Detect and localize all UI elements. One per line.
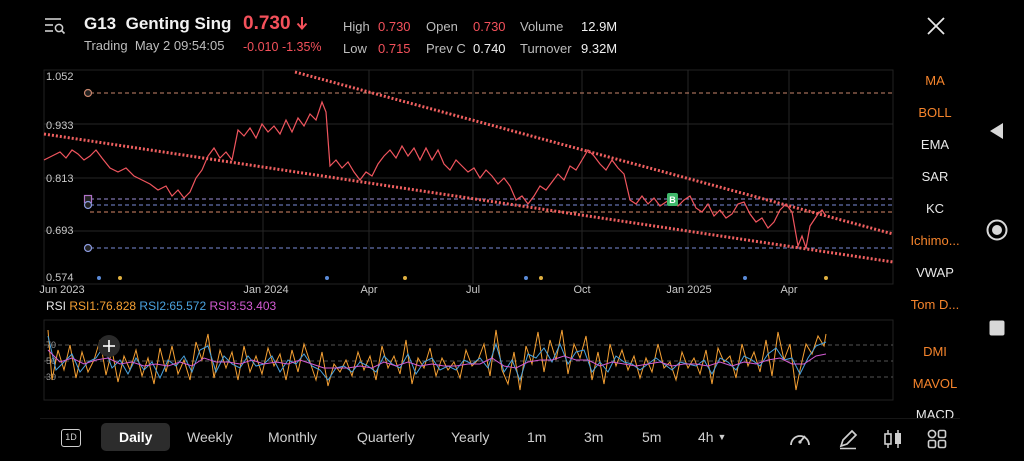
menu-search-icon[interactable] bbox=[44, 16, 66, 36]
x-tick-label: Jun 2023 bbox=[39, 284, 84, 296]
price-chart[interactable]: B 1.052 0.933 0.813 0.693 0.574 Jun 2023… bbox=[0, 62, 900, 402]
recents-nav-icon[interactable] bbox=[989, 320, 1005, 336]
upper-trendline[interactable] bbox=[294, 70, 894, 236]
rsi-title: RSI bbox=[46, 299, 67, 313]
alert-marker-2[interactable] bbox=[83, 200, 93, 210]
rsi-pane-frame bbox=[43, 319, 894, 401]
tab-daily[interactable]: Daily bbox=[101, 423, 171, 451]
tab-3m[interactable]: 3m bbox=[584, 429, 604, 445]
indicator-tom-demark[interactable]: Tom D... bbox=[910, 297, 960, 312]
symbol-code: G13 bbox=[84, 14, 117, 33]
tab-weekly[interactable]: Weekly bbox=[187, 429, 233, 445]
indicator-mavol[interactable]: MAVOL bbox=[912, 376, 958, 391]
low-value: 0.715 bbox=[378, 41, 411, 56]
indicator-ema[interactable]: EMA bbox=[920, 137, 950, 152]
y-tick-label: 0.933 bbox=[46, 120, 74, 132]
trading-status: Trading May 2 09:54:05 bbox=[84, 38, 224, 53]
bottom-toolbar: 1D Daily Weekly Monthly Quarterly Yearly… bbox=[40, 418, 960, 458]
rsi3-value: RSI3:53.403 bbox=[209, 299, 277, 313]
y-tick-label: 0.574 bbox=[46, 272, 74, 284]
timestamp: May 2 09:54:05 bbox=[134, 38, 225, 53]
gauge-icon[interactable] bbox=[788, 428, 812, 450]
turnover-label: Turnover bbox=[520, 41, 572, 56]
back-nav-icon[interactable] bbox=[988, 122, 1006, 140]
indicator-vwap[interactable]: VWAP bbox=[916, 265, 954, 280]
x-tick-label: Jul bbox=[466, 284, 480, 296]
change-percent: -1.35% bbox=[281, 40, 322, 54]
high-label: High bbox=[343, 19, 370, 34]
alert-marker-high[interactable] bbox=[83, 88, 93, 98]
tab-5m[interactable]: 5m bbox=[642, 429, 662, 445]
open-value: 0.730 bbox=[473, 19, 506, 34]
rsi-level-label: 70 bbox=[46, 340, 56, 350]
home-nav-icon[interactable] bbox=[986, 219, 1008, 241]
price-value: 0.730 bbox=[243, 13, 291, 34]
indicator-ma[interactable]: MA bbox=[925, 73, 945, 88]
x-tick-label: Jan 2025 bbox=[666, 284, 711, 296]
x-tick-label: Apr bbox=[360, 284, 377, 296]
tab-4h-label: 4h bbox=[698, 429, 714, 445]
rsi2-value: RSI2:65.572 bbox=[139, 299, 207, 313]
volume-value: 12.9M bbox=[581, 19, 618, 34]
price-change: -0.010 -1.35% bbox=[243, 40, 322, 54]
period-selector-button[interactable]: 1D bbox=[61, 429, 81, 447]
price-chart-frame bbox=[43, 69, 894, 285]
rsi1-value: RSI1:76.828 bbox=[69, 299, 137, 313]
tab-quarterly[interactable]: Quarterly bbox=[357, 429, 415, 445]
change-value: -0.010 bbox=[243, 40, 279, 54]
stock-title: G13 Genting Sing bbox=[84, 14, 231, 34]
grid-menu-icon[interactable] bbox=[925, 428, 949, 450]
volume-label: Volume bbox=[520, 19, 564, 34]
x-tick-label: Jan 2024 bbox=[243, 284, 288, 296]
indicator-ichimoku[interactable]: Ichimo... bbox=[910, 233, 960, 248]
rsi-level-label: 50 bbox=[46, 356, 56, 366]
low-label: Low bbox=[343, 41, 367, 56]
y-tick-label: 0.693 bbox=[46, 225, 74, 237]
indicator-panel: MA BOLL EMA SAR KC Ichimo... VWAP Tom D.… bbox=[893, 62, 979, 418]
rsi3-line bbox=[47, 349, 827, 369]
high-value: 0.730 bbox=[378, 19, 411, 34]
tab-4h[interactable]: 4h ▼ bbox=[698, 429, 726, 445]
buy-marker[interactable] bbox=[667, 193, 678, 206]
status-text: Trading bbox=[84, 38, 128, 53]
indicator-sar[interactable]: SAR bbox=[921, 169, 949, 184]
candlestick-icon[interactable] bbox=[881, 428, 905, 450]
rsi1-line bbox=[47, 329, 827, 391]
price-line bbox=[43, 100, 827, 249]
x-tick-label: Apr bbox=[780, 284, 797, 296]
open-label: Open bbox=[426, 19, 458, 34]
lower-trendline[interactable] bbox=[43, 132, 894, 264]
rsi2-line bbox=[47, 335, 827, 382]
prevc-label: Prev C bbox=[426, 41, 466, 56]
rsi-legend[interactable]: RSI RSI1:76.828 RSI2:65.572 RSI3:53.403 bbox=[46, 299, 276, 313]
chevron-down-icon: ▼ bbox=[717, 432, 727, 442]
stock-name: Genting Sing bbox=[125, 14, 232, 33]
price-gridlines bbox=[44, 70, 893, 284]
tab-yearly[interactable]: Yearly bbox=[451, 429, 490, 445]
close-icon[interactable] bbox=[924, 14, 948, 38]
y-tick-label: 1.052 bbox=[46, 71, 74, 83]
indicator-macd[interactable]: MACD bbox=[915, 408, 955, 418]
tab-1m[interactable]: 1m bbox=[527, 429, 547, 445]
buy-marker-label: B bbox=[669, 195, 676, 205]
y-tick-label: 0.813 bbox=[46, 173, 74, 185]
down-arrow-icon bbox=[296, 17, 308, 30]
turnover-value: 9.32M bbox=[581, 41, 618, 56]
indicator-boll[interactable]: BOLL bbox=[918, 105, 952, 120]
rsi-level-label: 30 bbox=[46, 372, 56, 382]
alert-marker-low[interactable] bbox=[83, 243, 93, 253]
tab-monthly[interactable]: Monthly bbox=[268, 429, 318, 445]
last-price: 0.730 bbox=[243, 13, 308, 35]
x-tick-label: Oct bbox=[573, 284, 590, 296]
draw-pen-icon[interactable] bbox=[836, 428, 860, 450]
indicator-kc[interactable]: KC bbox=[925, 201, 945, 216]
prevc-value: 0.740 bbox=[473, 41, 506, 56]
indicator-dmi[interactable]: DMI bbox=[923, 344, 947, 359]
event-dots[interactable] bbox=[97, 276, 828, 280]
